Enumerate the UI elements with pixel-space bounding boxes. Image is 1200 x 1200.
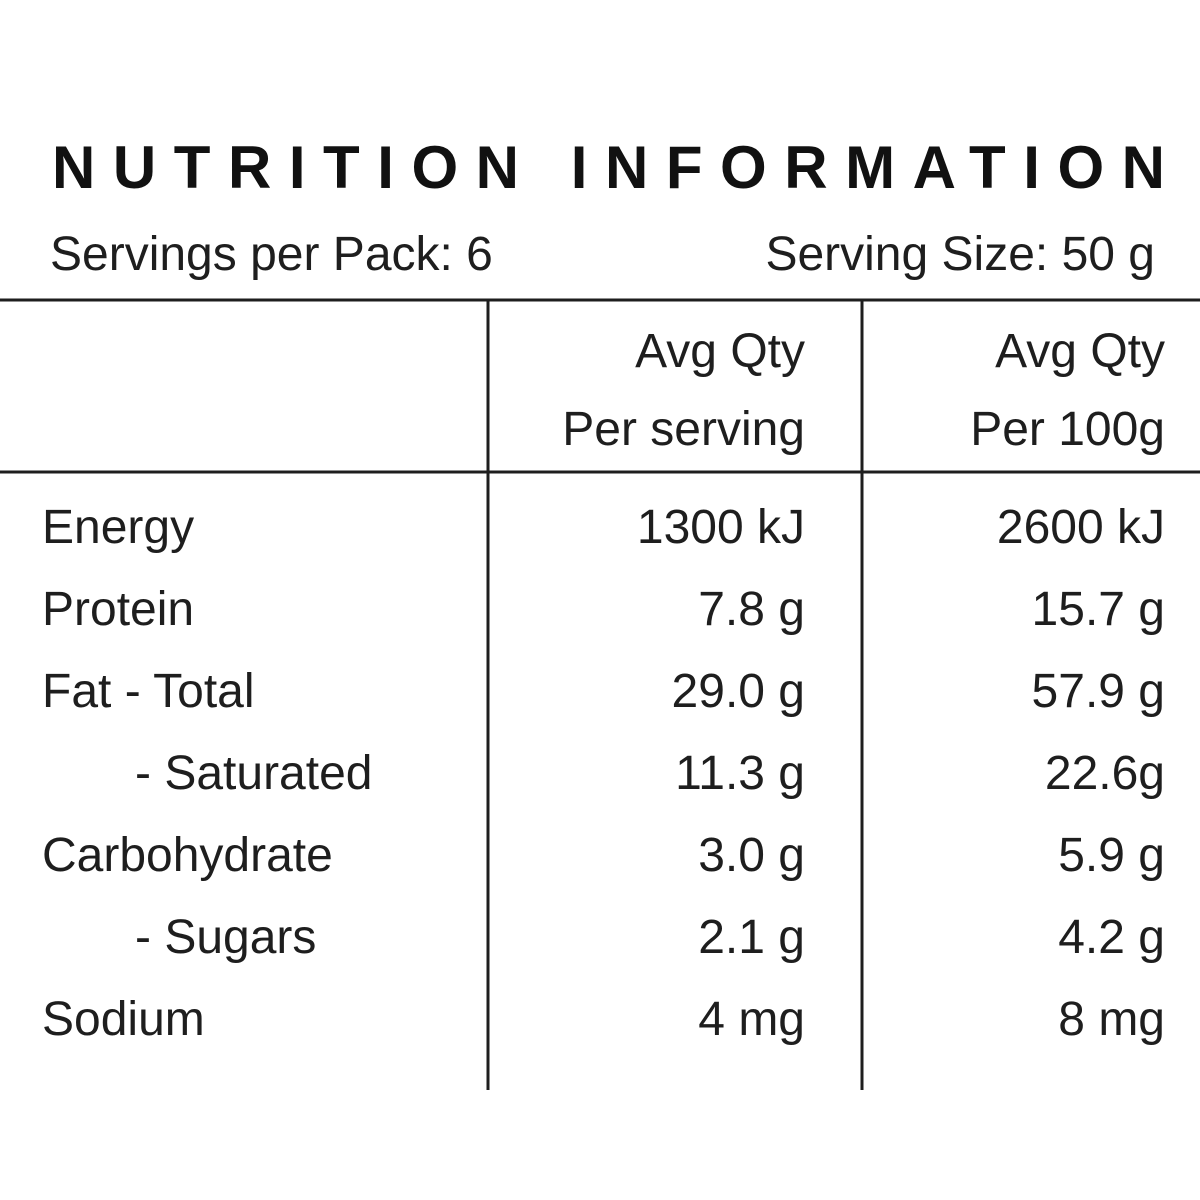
cell-value: 2.1 g	[698, 911, 805, 964]
row-label: - Sugars	[135, 911, 316, 964]
cell-value: 22.6g	[1045, 747, 1165, 800]
row-label: - Saturated	[135, 747, 372, 800]
serving-size: Serving Size: 50 g	[765, 228, 1155, 281]
cell-value: 5.9 g	[1058, 829, 1165, 882]
row-label: Fat - Total	[42, 665, 255, 718]
cell-value: 11.3 g	[675, 747, 805, 800]
row-label: Protein	[42, 583, 194, 636]
column-header: Avg Qty	[995, 325, 1165, 378]
cell-value: 7.8 g	[698, 583, 805, 636]
cell-value: 3.0 g	[698, 829, 805, 882]
cell-value: 4 mg	[698, 993, 805, 1046]
column-header: Per 100g	[970, 403, 1165, 456]
row-label: Sodium	[42, 993, 205, 1046]
column-header: Avg Qty	[635, 325, 805, 378]
column-header: Per serving	[562, 403, 805, 456]
title: NUTRITION INFORMATION	[52, 134, 1165, 201]
cell-value: 15.7 g	[1032, 583, 1165, 636]
cell-value: 8 mg	[1058, 993, 1165, 1046]
servings-per-pack: Servings per Pack: 6	[50, 228, 493, 281]
cell-value: 57.9 g	[1032, 665, 1165, 718]
cell-value: 2600 kJ	[997, 501, 1165, 554]
row-label: Carbohydrate	[42, 829, 333, 882]
cell-value: 29.0 g	[672, 665, 805, 718]
row-label: Energy	[42, 501, 194, 554]
cell-value: 4.2 g	[1058, 911, 1165, 964]
cell-value: 1300 kJ	[637, 501, 805, 554]
